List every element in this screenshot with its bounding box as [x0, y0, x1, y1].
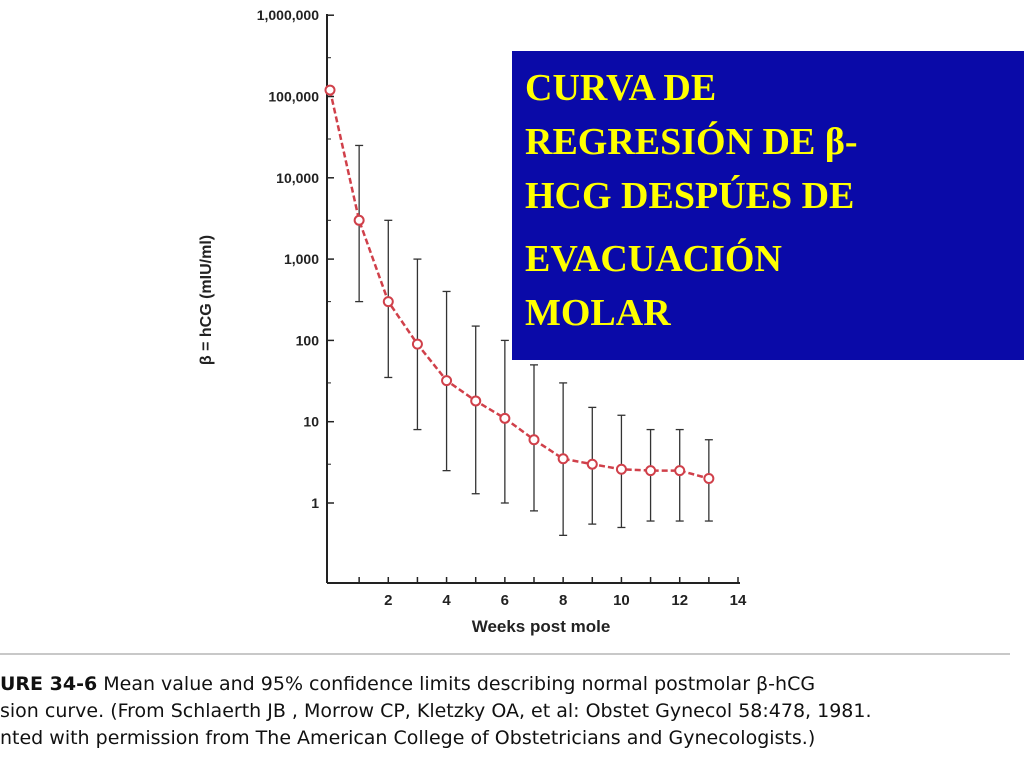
x-tick-label: 8 [559, 592, 567, 609]
y-tick-label: 10 [303, 414, 319, 430]
y-tick-label: 100,000 [268, 89, 319, 105]
x-tick-label: 10 [613, 592, 630, 609]
figure-caption: URE 34-6 Mean value and 95% confidence l… [0, 671, 1024, 752]
x-tick-label: 6 [501, 592, 509, 609]
mean-point [674, 465, 686, 477]
mean-point [411, 338, 423, 350]
y-tick-label: 100 [296, 332, 320, 348]
caption-line-2: sion curve. (From Schlaerth JB , Morrow … [0, 700, 872, 722]
caption-line-1: URE 34-6 Mean value and 95% confidence l… [0, 671, 1024, 698]
caption-divider [0, 653, 1010, 655]
mean-point [528, 434, 540, 446]
callout-line-5: MOLAR [525, 292, 671, 334]
mean-points [324, 84, 715, 485]
callout-line-3: HCG DESPÚES DE [525, 175, 855, 217]
callout-line-2: REGRESIÓN DE β- [525, 121, 858, 163]
callout-line-1: CURVA DE [525, 67, 717, 109]
y-tick-label: 1,000,000 [257, 7, 319, 23]
y-tick-label: 1,000 [284, 251, 319, 267]
x-tick-label: 14 [730, 592, 747, 609]
mean-point [645, 465, 657, 477]
title-callout-box: CURVA DE REGRESIÓN DE β- HCG DESPÚES DE … [512, 51, 1024, 360]
mean-point [382, 296, 394, 308]
caption-line-3: nted with permission from The American C… [0, 727, 816, 749]
mean-point [586, 458, 598, 470]
mean-point [703, 473, 715, 485]
mean-point [441, 375, 453, 387]
x-tick-label: 4 [442, 592, 451, 609]
hcg-regression-chart: 1 10 100 1,000 10,000 100,000 1,000,000 2 4 6 8 10 1… [198, 7, 747, 636]
callout-line-4: EVACUACIÓN [525, 238, 782, 280]
mean-point [470, 395, 482, 407]
chart-axes: 1 10 100 1,000 10,000 100,000 1,000,000 2 4 6 8 10 1… [257, 7, 747, 609]
caption-line-1-text: Mean value and 95% confidence limits des… [97, 673, 816, 695]
figure-label: URE 34-6 [0, 673, 98, 695]
mean-point [615, 463, 627, 475]
mean-point [557, 453, 569, 465]
x-axis-label: Weeks post mole [472, 617, 611, 636]
x-tick-label: 2 [384, 592, 392, 609]
y-axis-label: β = hCG (mIU/ml) [198, 235, 215, 365]
mean-point [499, 412, 511, 424]
y-tick-label: 10,000 [276, 170, 319, 186]
y-tick-label: 1 [311, 495, 319, 511]
x-tick-label: 12 [671, 592, 688, 609]
mean-point [324, 84, 336, 96]
mean-point [353, 214, 365, 226]
